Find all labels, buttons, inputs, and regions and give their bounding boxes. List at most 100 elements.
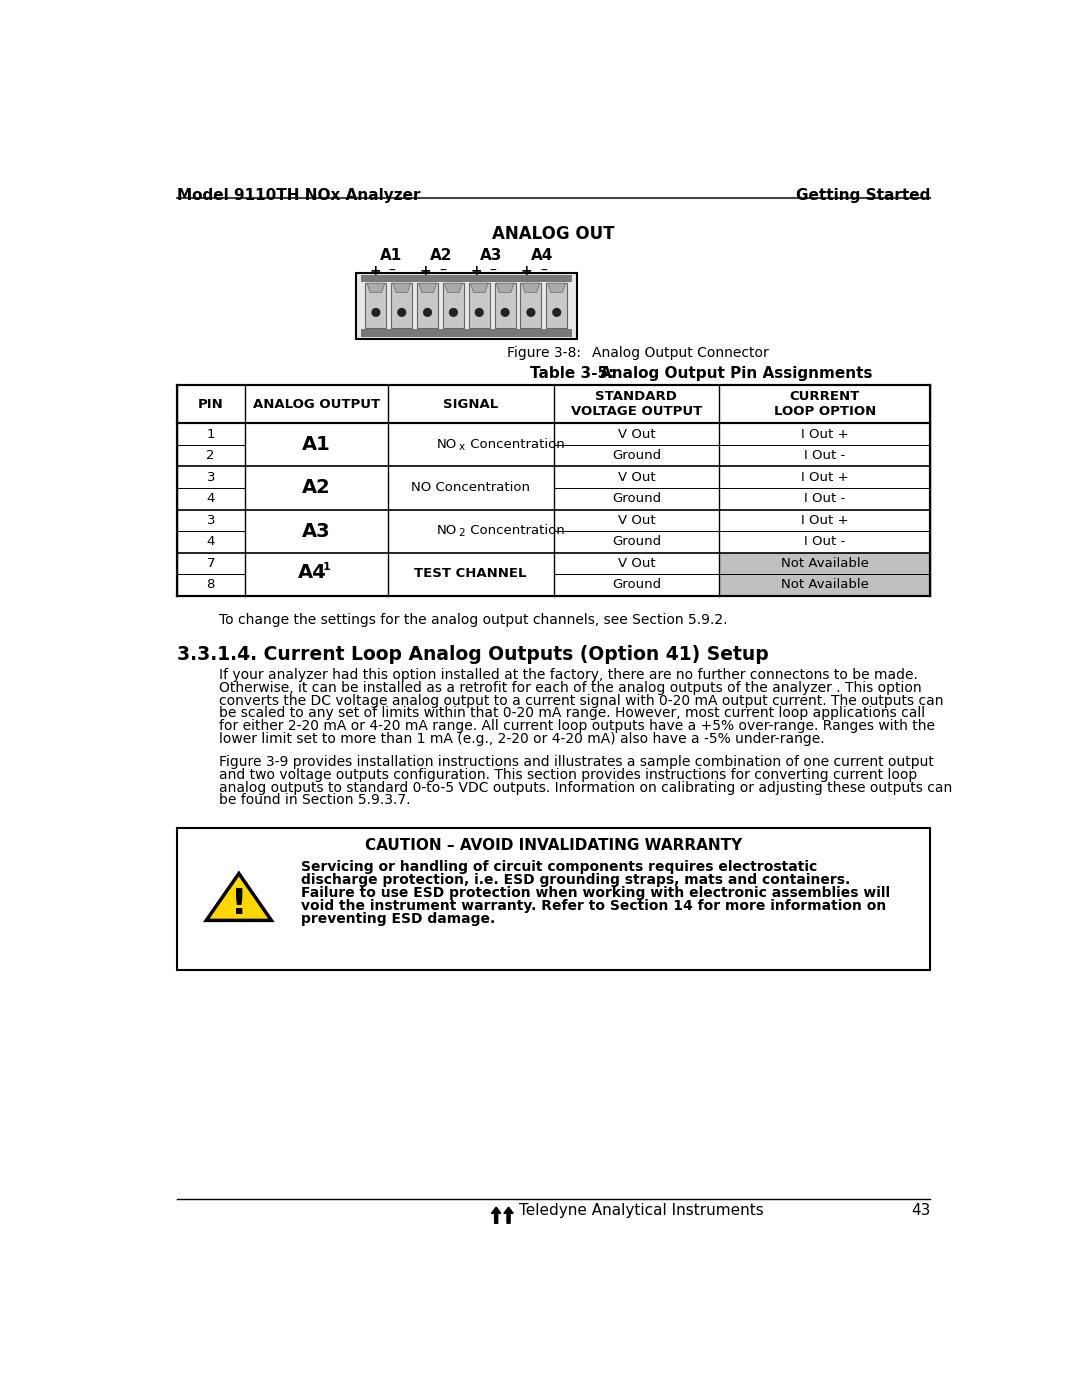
Polygon shape [393,284,410,292]
Text: 1: 1 [323,562,330,573]
Circle shape [475,309,483,316]
Text: Figure 3-9 provides installation instructions and illustrates a sample combinati: Figure 3-9 provides installation instruc… [218,756,933,770]
Text: Servicing or handling of circuit components requires electrostatic: Servicing or handling of circuit compone… [301,861,818,875]
Text: I Out +: I Out + [801,427,849,440]
Text: 3.3.1.4. Current Loop Analog Outputs (Option 41) Setup: 3.3.1.4. Current Loop Analog Outputs (Op… [177,645,769,664]
Text: A1: A1 [380,249,402,264]
Text: be scaled to any set of limits within that 0-20 mA range. However, most current : be scaled to any set of limits within th… [218,707,924,721]
Text: and two voltage outputs configuration. This section provides instructions for co: and two voltage outputs configuration. T… [218,768,917,782]
Circle shape [553,309,561,316]
Polygon shape [367,284,384,292]
Bar [546,284,567,328]
Text: A3: A3 [481,249,502,264]
Text: 4: 4 [206,492,215,506]
Text: A4: A4 [530,249,553,264]
Text: Not Available: Not Available [781,557,868,570]
Polygon shape [445,284,462,292]
Polygon shape [504,1207,513,1224]
Bar [365,284,387,328]
Text: Figure 3-8:: Figure 3-8: [507,346,581,360]
Text: +: + [369,264,381,278]
Polygon shape [548,284,566,292]
Text: 2: 2 [458,528,464,538]
Polygon shape [496,284,514,292]
Text: +: + [470,264,482,278]
Polygon shape [522,284,540,292]
Text: PIN: PIN [198,398,224,411]
Text: 1: 1 [206,427,215,440]
Text: Concentration: Concentration [465,437,565,451]
Text: discharge protection, i.e. ESD grounding straps, mats and containers.: discharge protection, i.e. ESD grounding… [301,873,850,887]
Text: Getting Started: Getting Started [796,189,930,204]
Bar [356,274,577,338]
Bar [417,284,438,328]
Text: preventing ESD damage.: preventing ESD damage. [301,912,495,926]
Circle shape [527,309,535,316]
Text: –: – [440,264,446,278]
Text: NO: NO [436,437,457,451]
Bar [521,284,541,328]
Text: lower limit set to more than 1 mA (e.g., 2-20 or 4-20 mA) also have a -5% under-: lower limit set to more than 1 mA (e.g.,… [218,732,824,746]
Text: Analog Output Pin Assignments: Analog Output Pin Assignments [600,366,873,380]
Circle shape [423,309,431,316]
Text: SIGNAL: SIGNAL [443,398,498,411]
Text: Not Available: Not Available [781,578,868,591]
Text: I Out -: I Out - [805,535,846,549]
Text: Model 9110TH NOx Analyzer: Model 9110TH NOx Analyzer [177,189,420,204]
Bar [469,284,489,328]
Bar [719,574,930,595]
Text: Ground: Ground [611,448,661,462]
Text: I Out -: I Out - [805,448,846,462]
Text: To change the settings for the analog output channels, see Section 5.9.2.: To change the settings for the analog ou… [218,613,727,627]
Circle shape [449,309,457,316]
Polygon shape [470,284,488,292]
Text: V Out: V Out [618,557,656,570]
Text: I Out +: I Out + [801,514,849,527]
Text: NO Concentration: NO Concentration [411,481,530,493]
Text: 7: 7 [206,557,215,570]
Text: be found in Section 5.9.3.7.: be found in Section 5.9.3.7. [218,793,410,807]
Text: A4: A4 [298,563,327,583]
Text: Table 3-5:: Table 3-5: [530,366,615,380]
Text: V Out: V Out [618,471,656,483]
Text: 3: 3 [206,471,215,483]
Text: TEST CHANNEL: TEST CHANNEL [415,567,527,580]
Text: Ground: Ground [611,535,661,549]
Bar [177,384,930,595]
Text: –: – [540,264,546,278]
Text: A2: A2 [301,478,330,497]
Text: +: + [521,264,532,278]
Text: analog outputs to standard 0-to-5 VDC outputs. Information on calibrating or adj: analog outputs to standard 0-to-5 VDC ou… [218,781,951,795]
Text: Failure to use ESD protection when working with electronic assemblies will: Failure to use ESD protection when worki… [301,886,890,900]
Text: 3: 3 [206,514,215,527]
Text: !: ! [231,887,247,921]
Bar [495,284,515,328]
Polygon shape [419,284,436,292]
Text: +: + [420,264,431,278]
Bar [391,284,413,328]
Text: I Out -: I Out - [805,492,846,506]
Text: CURRENT
LOOP OPTION: CURRENT LOOP OPTION [773,390,876,418]
Text: ANALOG OUT: ANALOG OUT [492,225,615,243]
Text: 4: 4 [206,535,215,549]
Text: Ground: Ground [611,492,661,506]
Text: Concentration: Concentration [465,524,565,536]
Text: Analog Output Connector: Analog Output Connector [592,346,769,360]
Text: A2: A2 [430,249,453,264]
Text: A1: A1 [301,436,330,454]
Text: 2: 2 [206,448,215,462]
Text: Otherwise, it can be installed as a retrofit for each of the analog outputs of t: Otherwise, it can be installed as a retr… [218,680,921,694]
Circle shape [372,309,380,316]
Text: STANDARD
VOLTAGE OUTPUT: STANDARD VOLTAGE OUTPUT [570,390,702,418]
Text: converts the DC voltage analog output to a current signal with 0-20 mA output cu: converts the DC voltage analog output to… [218,693,943,707]
Circle shape [501,309,509,316]
Bar [443,284,463,328]
Text: –: – [389,264,395,278]
Text: for either 2-20 mA or 4-20 mA range. All current loop outputs have a +5% over-ra: for either 2-20 mA or 4-20 mA range. All… [218,719,934,733]
Bar [719,553,930,574]
Text: x: x [458,441,464,453]
Text: Teledyne Analytical Instruments: Teledyne Analytical Instruments [518,1203,764,1218]
Text: A3: A3 [302,521,330,541]
Polygon shape [491,1207,501,1224]
Text: 8: 8 [206,578,215,591]
